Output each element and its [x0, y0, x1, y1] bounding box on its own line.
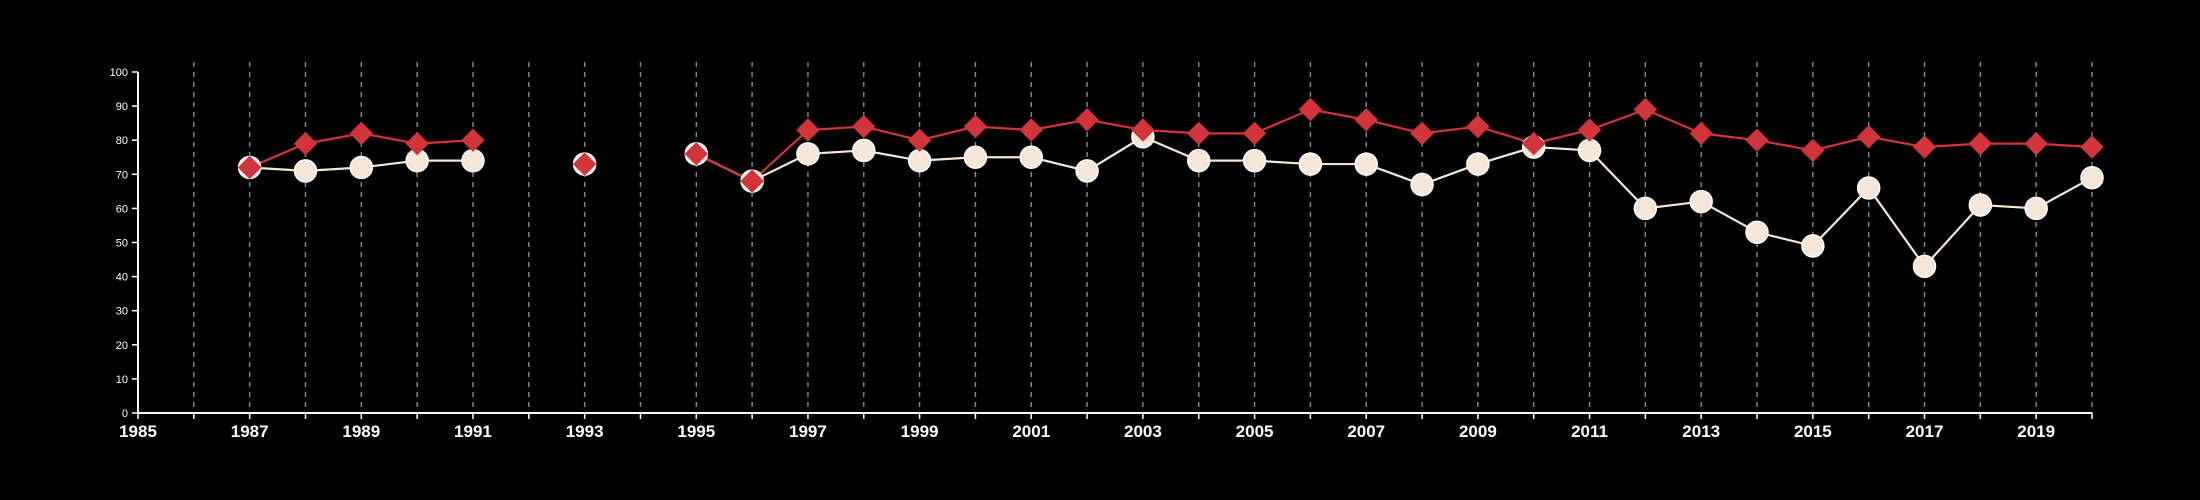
series-2-point	[1131, 118, 1155, 142]
series-1-point	[1745, 220, 1769, 245]
series-1-point	[461, 148, 485, 173]
x-tick-label: 2001	[1012, 422, 1050, 441]
series-1-point	[2024, 196, 2048, 221]
gridlines	[193, 62, 2093, 413]
x-tick-label: 2009	[1459, 422, 1497, 441]
series-2-point	[796, 118, 820, 142]
x-tick-label: 1995	[677, 422, 715, 441]
series-1-point	[1186, 148, 1211, 173]
x-tick-label: 2015	[1794, 422, 1832, 441]
x-tick-label: 2019	[2017, 422, 2055, 441]
y-tick-label: 90	[116, 101, 128, 113]
y-tick-label: 70	[116, 169, 128, 181]
x-tick-label: 2005	[1236, 422, 1274, 441]
x-tick-label: 2003	[1124, 422, 1162, 441]
series-1-point	[1577, 138, 1602, 163]
series-2-point	[293, 131, 318, 156]
series-1-point	[293, 159, 318, 183]
series-2-point	[1522, 131, 1546, 156]
y-tick-label: 0	[122, 408, 128, 420]
series-2-point	[1968, 131, 1993, 156]
series-1-point	[796, 142, 820, 166]
series-markers	[237, 97, 2104, 279]
series-1-point	[1410, 172, 1434, 197]
x-tick-label: 2011	[1571, 422, 1608, 441]
series-2-point	[2080, 135, 2104, 159]
series-1-point	[1912, 254, 1937, 279]
series-2-point	[1075, 108, 1099, 132]
series-2-point	[1689, 121, 1713, 146]
series-1-point	[1466, 152, 1490, 176]
series-2-point	[1187, 121, 1211, 146]
series-2-point	[963, 114, 988, 139]
series-2-point	[237, 155, 262, 180]
y-tick-label: 50	[116, 238, 128, 250]
series-1-point	[1689, 189, 1713, 214]
series-2-point	[1801, 138, 1825, 163]
series-2-point	[1466, 114, 1490, 139]
x-tick-label: 1989	[342, 422, 380, 441]
x-tick-label: 2007	[1347, 422, 1385, 441]
y-tick-label: 30	[116, 306, 128, 318]
series-2-point	[1912, 135, 1937, 159]
series-2-point	[1410, 121, 1434, 146]
x-tick-label: 1985	[119, 422, 157, 441]
series-1-point	[907, 148, 932, 173]
series-1-point	[852, 138, 876, 163]
x-tick-label: 1993	[566, 422, 604, 441]
y-tick-label: 20	[116, 340, 128, 352]
series-2-point	[1856, 125, 1881, 149]
series-1-point	[1633, 196, 1658, 221]
series-2-point	[852, 114, 876, 139]
series-2-point	[1019, 118, 1043, 142]
series-2-point	[684, 142, 708, 166]
series-1-point	[2080, 165, 2104, 190]
series-1-point	[1298, 152, 1323, 176]
x-tick-label: 1991	[454, 422, 492, 441]
y-tick-label: 60	[116, 203, 128, 215]
x-tick-label: 2017	[1906, 422, 1944, 441]
series-1-point	[1968, 193, 1993, 217]
series-2-point	[907, 128, 932, 152]
y-tick-label: 40	[116, 272, 128, 284]
y-tick-label: 80	[116, 135, 128, 147]
series-1-point	[1075, 159, 1099, 183]
x-tick-label: 1997	[789, 422, 827, 441]
series-2-point	[1633, 97, 1658, 122]
series-2-point	[1745, 128, 1769, 152]
series-2-point	[1298, 97, 1323, 122]
y-tick-label: 10	[116, 374, 128, 386]
x-tick-label: 2013	[1682, 422, 1720, 441]
series-1-line	[695, 135, 2093, 269]
x-tick-label: 1987	[231, 422, 269, 441]
series-1-point	[1242, 148, 1267, 173]
x-tick-label: 1999	[901, 422, 939, 441]
series-1-point	[1801, 234, 1825, 258]
series-2-point	[572, 152, 597, 176]
axes: 0 10 20 30 40 50 60 70 80 90 100 1985 1987 1989 1991 19…	[110, 67, 2093, 441]
series-2-point	[2024, 131, 2048, 156]
series-2-point	[740, 169, 764, 193]
series-2-point	[1577, 118, 1602, 142]
series-1-point	[1354, 152, 1378, 176]
series-1-point	[1856, 176, 1881, 200]
series-2-point	[1242, 121, 1267, 146]
series-2-point	[1354, 108, 1378, 132]
series-1-point	[349, 155, 374, 180]
series-1-point	[963, 145, 988, 169]
series-2-point	[405, 131, 429, 156]
series-2-point	[349, 121, 374, 146]
series-2-point	[461, 128, 485, 152]
y-tick-label: 100	[110, 67, 128, 79]
series-2-line	[695, 108, 2093, 183]
series-1-point	[1019, 145, 1044, 169]
